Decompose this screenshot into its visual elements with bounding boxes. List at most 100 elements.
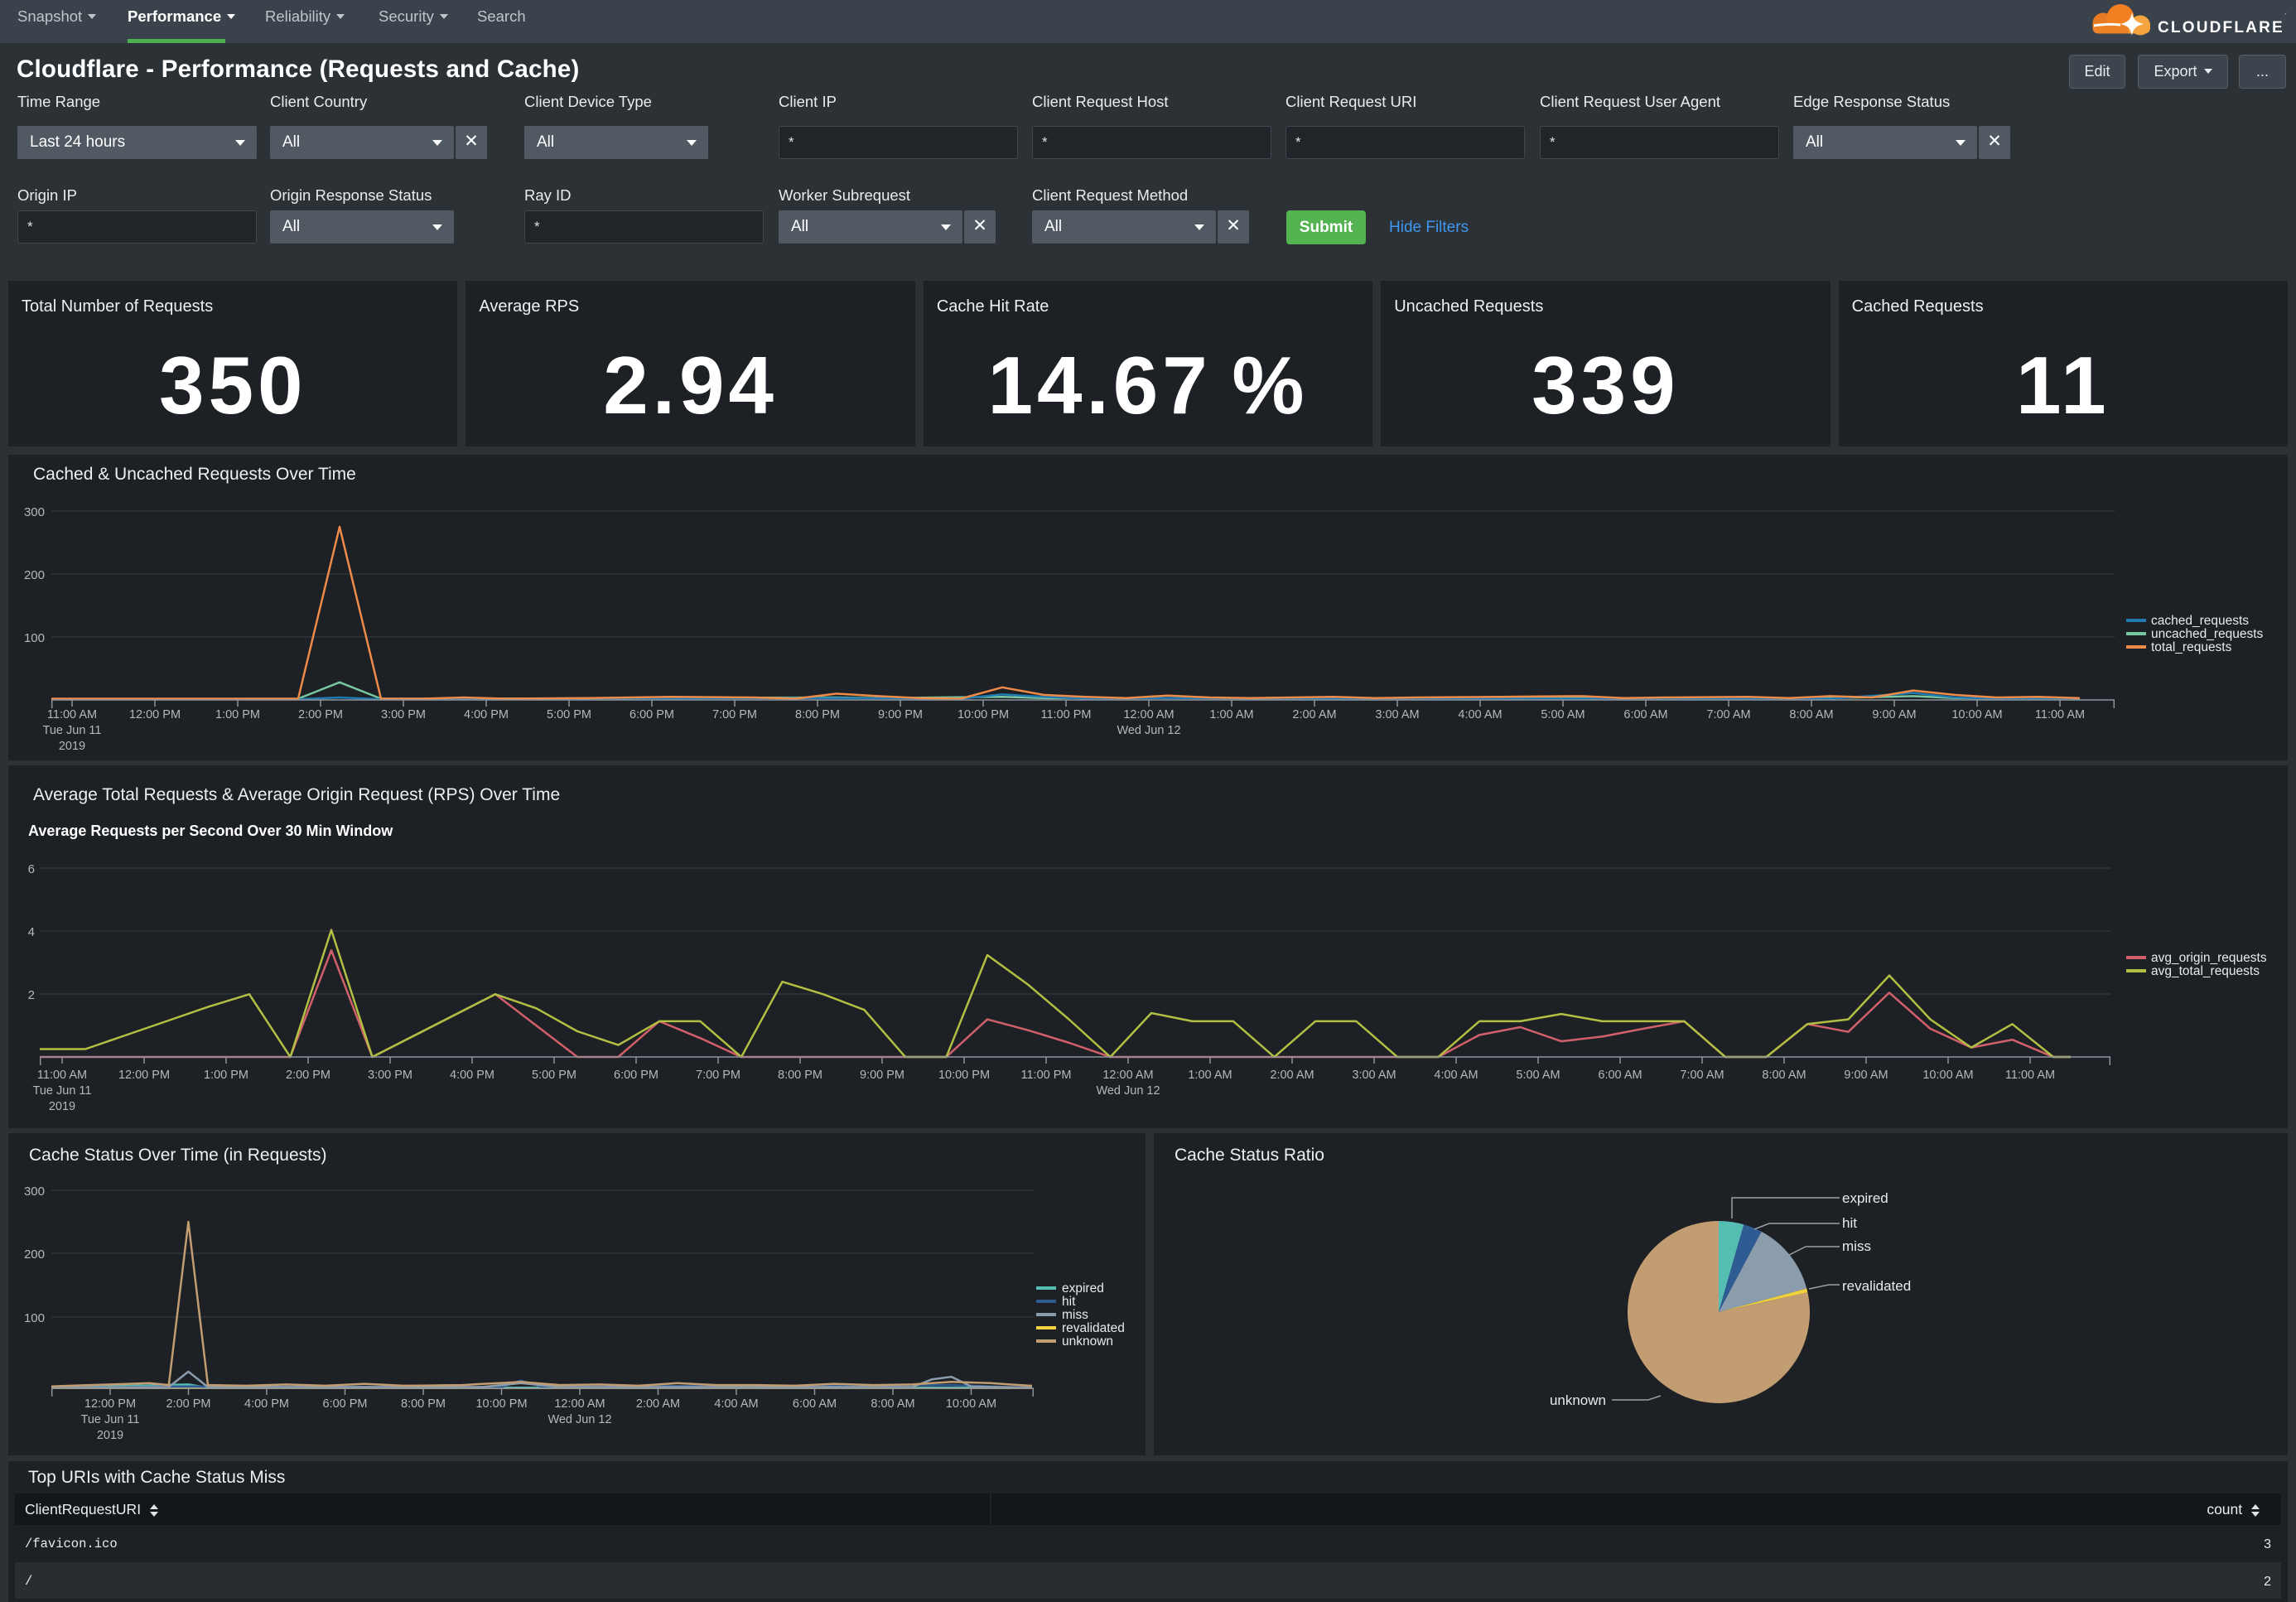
svg-text:2019: 2019: [59, 740, 85, 753]
svg-text:1:00 PM: 1:00 PM: [204, 1069, 248, 1082]
svg-text:unknown: unknown: [1062, 1334, 1113, 1349]
svg-text:2:00 PM: 2:00 PM: [286, 1069, 330, 1082]
svg-text:7:00 AM: 7:00 AM: [1706, 708, 1750, 721]
svg-text:7:00 PM: 7:00 PM: [712, 708, 757, 721]
svg-text:8:00 PM: 8:00 PM: [795, 708, 840, 721]
svg-text:6: 6: [28, 862, 35, 876]
svg-text:avg_total_requests: avg_total_requests: [2151, 964, 2260, 978]
svg-text:4:00 AM: 4:00 AM: [1434, 1069, 1478, 1082]
svg-text:Cache Status Over Time (in Req: Cache Status Over Time (in Requests): [29, 1146, 326, 1165]
svg-text:2:00 AM: 2:00 AM: [1270, 1069, 1314, 1082]
svg-text:11:00 AM: 11:00 AM: [2005, 1069, 2055, 1082]
svg-text:9:00 PM: 9:00 PM: [878, 708, 923, 721]
svg-text:6:00 AM: 6:00 AM: [793, 1397, 837, 1411]
svg-text:6:00 PM: 6:00 PM: [323, 1397, 368, 1411]
svg-text:Average Total Requests & Avera: Average Total Requests & Average Origin …: [33, 785, 560, 804]
svg-text:avg_origin_requests: avg_origin_requests: [2151, 951, 2267, 965]
svg-text:5:00 AM: 5:00 AM: [1541, 708, 1585, 721]
svg-text:12:00 PM: 12:00 PM: [129, 708, 181, 721]
svg-text:1:00 PM: 1:00 PM: [215, 708, 260, 721]
svg-text:4: 4: [28, 925, 35, 939]
svg-text:miss: miss: [1062, 1308, 1088, 1322]
svg-text:cached_requests: cached_requests: [2151, 614, 2249, 628]
svg-text:3:00 AM: 3:00 AM: [1352, 1069, 1396, 1082]
svg-text:8:00 AM: 8:00 AM: [1789, 708, 1833, 721]
svg-text:5:00 PM: 5:00 PM: [532, 1069, 576, 1082]
svg-text:6:00 PM: 6:00 PM: [629, 708, 674, 721]
svg-text:11:00 AM: 11:00 AM: [37, 1069, 87, 1082]
svg-text:2:00 AM: 2:00 AM: [1292, 708, 1336, 721]
svg-text:12:00 PM: 12:00 PM: [118, 1069, 170, 1082]
svg-text:12:00 PM: 12:00 PM: [84, 1397, 136, 1411]
svg-text:7:00 PM: 7:00 PM: [696, 1069, 740, 1082]
svg-text:11:00 PM: 11:00 PM: [1041, 708, 1092, 721]
svg-text:5:00 PM: 5:00 PM: [547, 708, 591, 721]
svg-text:Cached & Uncached Requests Ove: Cached & Uncached Requests Over Time: [33, 465, 356, 484]
svg-text:4:00 PM: 4:00 PM: [450, 1069, 494, 1082]
svg-text:8:00 AM: 8:00 AM: [871, 1397, 914, 1411]
svg-text:2:00 PM: 2:00 PM: [298, 708, 343, 721]
svg-text:200: 200: [24, 568, 45, 582]
svg-text:Cache Status Ratio: Cache Status Ratio: [1175, 1146, 1324, 1165]
svg-text:revalidated: revalidated: [1842, 1278, 1911, 1294]
svg-text:5:00 AM: 5:00 AM: [1516, 1069, 1560, 1082]
svg-text:3:00 PM: 3:00 PM: [381, 708, 426, 721]
svg-text:200: 200: [24, 1247, 45, 1262]
svg-text:6:00 PM: 6:00 PM: [614, 1069, 658, 1082]
svg-text:12:00 AM: 12:00 AM: [1123, 708, 1174, 721]
svg-text:9:00 AM: 9:00 AM: [1872, 708, 1916, 721]
svg-text:10:00 PM: 10:00 PM: [475, 1397, 527, 1411]
svg-text:300: 300: [24, 1185, 45, 1199]
svg-text:Tue Jun 11: Tue Jun 11: [43, 724, 102, 737]
svg-text:Average Requests per Second Ov: Average Requests per Second Over 30 Min …: [28, 823, 393, 839]
svg-text:Wed Jun 12: Wed Jun 12: [1096, 1084, 1160, 1098]
svg-text:3:00 PM: 3:00 PM: [368, 1069, 412, 1082]
svg-text:10:00 PM: 10:00 PM: [938, 1069, 990, 1082]
svg-text:1:00 AM: 1:00 AM: [1209, 708, 1253, 721]
svg-text:unknown: unknown: [1550, 1392, 1606, 1408]
svg-text:Wed Jun 12: Wed Jun 12: [1117, 724, 1180, 737]
svg-text:100: 100: [24, 1311, 45, 1325]
svg-text:hit: hit: [1062, 1295, 1076, 1309]
svg-text:12:00 AM: 12:00 AM: [554, 1397, 605, 1411]
svg-text:hit: hit: [1842, 1215, 1857, 1231]
svg-text:4:00 PM: 4:00 PM: [244, 1397, 289, 1411]
svg-text:revalidated: revalidated: [1062, 1321, 1125, 1335]
svg-text:12:00 AM: 12:00 AM: [1102, 1069, 1153, 1082]
svg-text:8:00 PM: 8:00 PM: [778, 1069, 822, 1082]
svg-text:Tue Jun 11: Tue Jun 11: [33, 1084, 92, 1098]
svg-text:CLOUDFLARE: CLOUDFLARE: [2158, 19, 2284, 36]
svg-text:3:00 AM: 3:00 AM: [1375, 708, 1419, 721]
svg-text:100: 100: [24, 631, 45, 645]
svg-text:11:00 PM: 11:00 PM: [1021, 1069, 1072, 1082]
svg-text:2019: 2019: [97, 1429, 123, 1442]
svg-text:10:00 PM: 10:00 PM: [957, 708, 1009, 721]
svg-text:4:00 AM: 4:00 AM: [714, 1397, 758, 1411]
svg-text:9:00 AM: 9:00 AM: [1844, 1069, 1888, 1082]
svg-text:4:00 PM: 4:00 PM: [464, 708, 509, 721]
svg-text:uncached_requests: uncached_requests: [2151, 627, 2264, 641]
svg-text:300: 300: [24, 505, 45, 519]
svg-text:´: ´: [2284, 12, 2288, 22]
svg-text:total_requests: total_requests: [2151, 640, 2232, 654]
svg-text:expired: expired: [1842, 1190, 1888, 1206]
svg-text:2:00 AM: 2:00 AM: [636, 1397, 680, 1411]
svg-text:6:00 AM: 6:00 AM: [1598, 1069, 1642, 1082]
svg-text:10:00 AM: 10:00 AM: [1951, 708, 2002, 721]
svg-text:6:00 AM: 6:00 AM: [1623, 708, 1667, 721]
svg-text:8:00 PM: 8:00 PM: [401, 1397, 446, 1411]
svg-text:4:00 AM: 4:00 AM: [1458, 708, 1502, 721]
svg-text:2: 2: [28, 988, 35, 1002]
svg-text:11:00 AM: 11:00 AM: [2035, 708, 2085, 721]
svg-text:1:00 AM: 1:00 AM: [1188, 1069, 1232, 1082]
svg-text:7:00 AM: 7:00 AM: [1680, 1069, 1724, 1082]
svg-text:10:00 AM: 10:00 AM: [946, 1397, 996, 1411]
svg-text:2019: 2019: [49, 1100, 75, 1113]
svg-text:Wed Jun 12: Wed Jun 12: [547, 1413, 611, 1426]
svg-text:expired: expired: [1062, 1281, 1104, 1296]
svg-text:10:00 AM: 10:00 AM: [1922, 1069, 1973, 1082]
svg-text:miss: miss: [1842, 1238, 1871, 1254]
svg-text:9:00 PM: 9:00 PM: [860, 1069, 904, 1082]
svg-text:Tue Jun 11: Tue Jun 11: [81, 1413, 140, 1426]
svg-text:2:00 PM: 2:00 PM: [166, 1397, 211, 1411]
